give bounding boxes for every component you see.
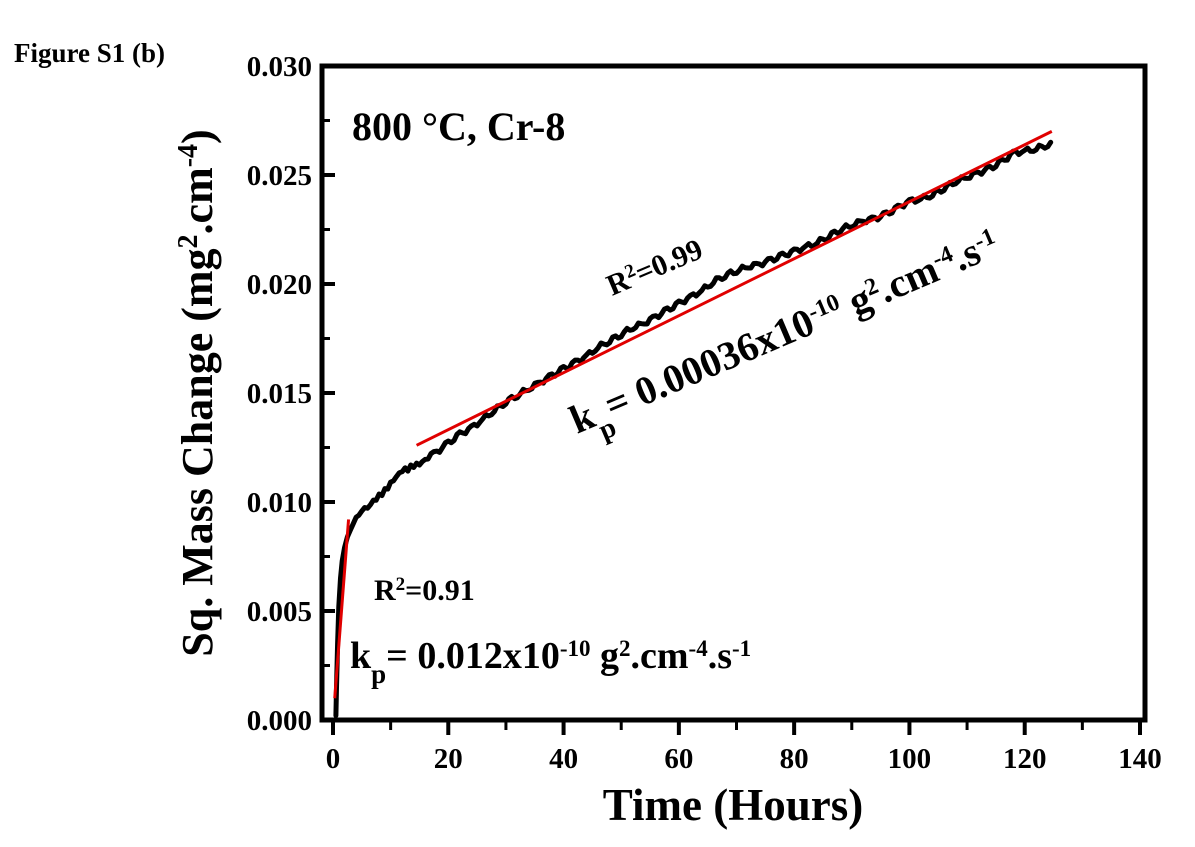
y-tick-label: 0.005: [247, 596, 312, 628]
data-series-line: [333, 139, 1054, 719]
fit-line-initial: [333, 519, 351, 699]
fit1-kp-label: kp= 0.012x10-10 g2.cm-4.s-1: [350, 635, 751, 689]
y-tick-label: 0.010: [247, 487, 312, 519]
y-tick-label: 0.025: [247, 160, 312, 192]
fit-line-parabolic: [415, 130, 1053, 447]
x-tick-label: 60: [664, 743, 693, 775]
y-tick-label: 0.030: [247, 51, 312, 83]
y-ticks: 0.000 0.005 0.010 0.015 0.020 0.025 0.030: [247, 51, 335, 737]
y-tick-label: 0.020: [247, 269, 312, 301]
figure-label: Figure S1 (b): [14, 38, 166, 68]
x-ticks: 0 20 40 60 80 100 120 140: [326, 722, 1162, 775]
plot-frame: [319, 63, 1148, 723]
x-tick-label: 0: [326, 743, 341, 775]
y-tick-label: 0.000: [247, 705, 312, 737]
x-tick-label: 120: [1003, 743, 1047, 775]
x-tick-label: 80: [780, 743, 809, 775]
x-tick-label: 20: [434, 743, 463, 775]
fit1-r2-label: R2=0.91: [374, 574, 475, 608]
x-axis-title: Time (Hours): [603, 780, 863, 830]
condition-label: 800 °C, Cr-8: [352, 104, 565, 149]
x-tick-label: 100: [888, 743, 932, 775]
x-tick-label: 40: [549, 743, 578, 775]
y-axis-title: Sq. Mass Change (mg2.cm-4): [173, 129, 223, 656]
y-tick-label: 0.015: [247, 378, 312, 410]
x-tick-label: 140: [1118, 743, 1162, 775]
